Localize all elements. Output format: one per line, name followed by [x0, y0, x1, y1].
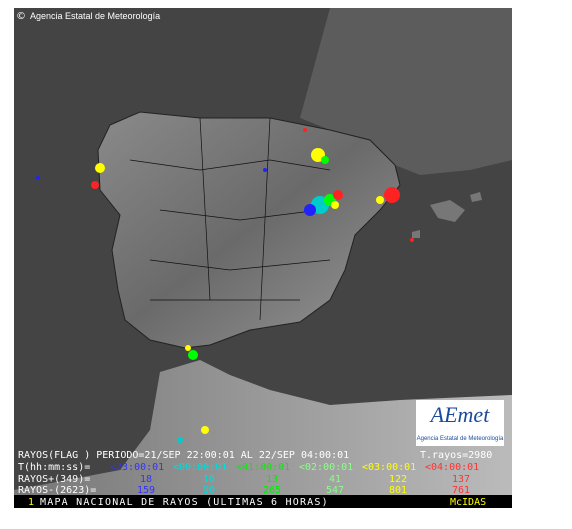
time-bin: <04:00:01	[425, 462, 479, 473]
positive-count: 18	[140, 474, 152, 485]
iberia	[97, 111, 401, 349]
negative-count: 265	[263, 485, 281, 496]
time-bin: <02:00:01	[299, 462, 353, 473]
footer-bar	[14, 495, 512, 508]
negative-count: 90	[203, 485, 215, 496]
positive-count: 41	[329, 474, 341, 485]
africa	[14, 360, 512, 508]
france	[300, 8, 512, 175]
logo-name: Agencia Estatal de Meteorología	[417, 436, 504, 442]
copyright: ©	[16, 11, 26, 22]
footer-index: 1	[28, 497, 34, 508]
positive-count: 122	[389, 474, 407, 485]
time-bin: <23:00:01	[110, 462, 164, 473]
provinces	[129, 117, 331, 321]
footer-system: McIDAS	[450, 497, 486, 508]
time-bin: <01:00:01	[236, 462, 290, 473]
ibiza	[412, 230, 420, 238]
credit: Agencia Estatal de Meteorología	[30, 11, 160, 21]
logo-brand: AEmet	[429, 402, 491, 427]
menorca	[470, 192, 482, 202]
time-bin: <03:00:01	[362, 462, 416, 473]
negative-count: 159	[137, 485, 155, 496]
time-bin: <00:00:01	[173, 462, 227, 473]
info: RAYOS(FLAG ) PERIODO=21/SEP 22:00:01 AL …	[18, 450, 492, 508]
logo-box	[416, 400, 504, 446]
positive-count: 18	[203, 474, 215, 485]
columns: <23:00:0118159<00:00:011890<01:00:011326…	[110, 462, 479, 496]
positive-label: RAYOS+(349)=	[18, 474, 90, 485]
time-label: T(hh:mm:ss)=	[18, 462, 90, 473]
footer-title: MAPA NACIONAL DE RAYOS (ULTIMAS 6 HORAS)	[40, 497, 329, 508]
positive-count: 13	[266, 474, 278, 485]
positive-count: 137	[452, 474, 470, 485]
total: T.rayos=2980	[420, 450, 492, 461]
negative-count: 547	[326, 485, 344, 496]
negative-label: RAYOS-(2623)=	[18, 485, 96, 496]
mallorca	[430, 200, 465, 222]
period: RAYOS(FLAG ) PERIODO=21/SEP 22:00:01 AL …	[18, 450, 349, 461]
negative-count: 801	[389, 485, 407, 496]
negative-count: 761	[452, 485, 470, 496]
lightning	[36, 128, 414, 443]
